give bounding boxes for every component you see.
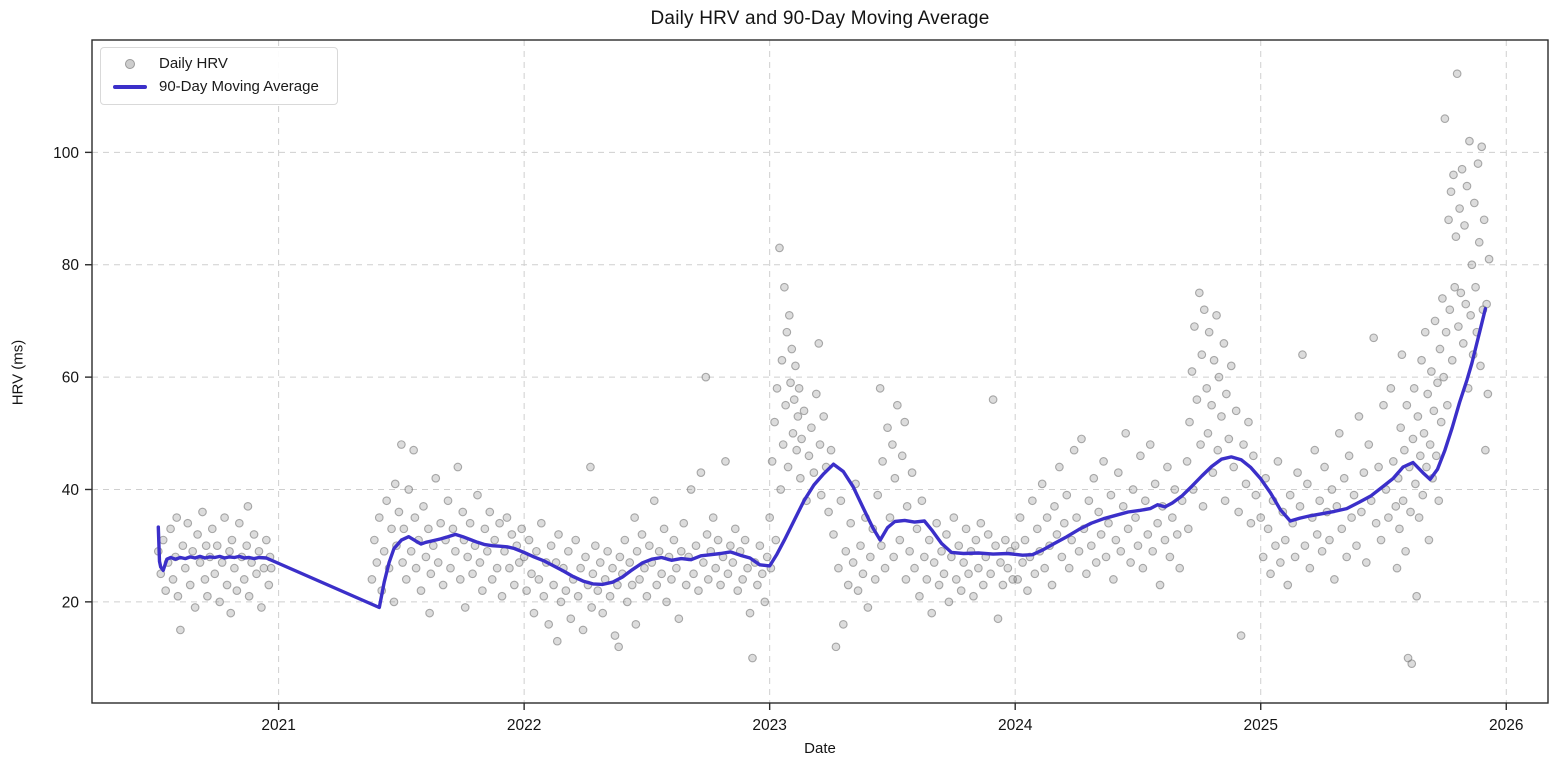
x-axis-label: Date	[804, 740, 836, 757]
chart-title: Daily HRV and 90-Day Moving Average	[650, 8, 990, 29]
svg-text:40: 40	[62, 482, 80, 499]
svg-text:2021: 2021	[261, 717, 295, 734]
svg-text:2026: 2026	[1489, 717, 1523, 734]
svg-text:2023: 2023	[752, 717, 786, 734]
legend-item-moving-average: 90-Day Moving Average	[113, 78, 319, 95]
svg-text:2022: 2022	[507, 717, 541, 734]
svg-text:20: 20	[62, 594, 80, 611]
y-axis-label: HRV (ms)	[9, 339, 27, 406]
legend-item-daily-hrv: Daily HRV	[113, 55, 319, 72]
svg-text:80: 80	[62, 257, 80, 274]
svg-text:2024: 2024	[998, 717, 1033, 734]
svg-text:2025: 2025	[1243, 717, 1277, 734]
legend: Daily HRV 90-Day Moving Average	[100, 47, 338, 105]
svg-text:100: 100	[53, 145, 79, 162]
legend-label-daily-hrv: Daily HRV	[159, 55, 228, 72]
moving-average-marker-icon	[113, 84, 147, 89]
legend-label-moving-average: 90-Day Moving Average	[159, 78, 319, 95]
svg-text:60: 60	[62, 370, 80, 387]
daily-hrv-marker-icon	[113, 58, 147, 69]
